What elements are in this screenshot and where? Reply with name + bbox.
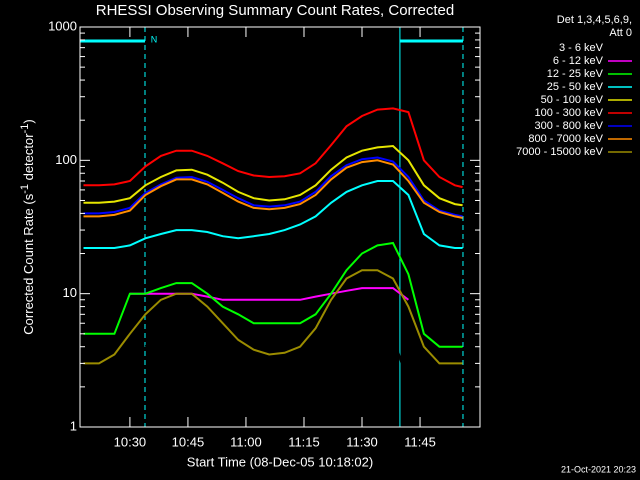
y-label-sup: -1: [19, 124, 31, 134]
legend-label: 100 - 300 keV: [535, 107, 604, 119]
x-tick-label: 11:00: [230, 434, 262, 449]
night-label: N: [151, 34, 158, 44]
y-tick-label: 1000: [48, 18, 77, 33]
series-line: [83, 144, 463, 207]
plot-frame: [79, 26, 481, 428]
series-line: [144, 313, 410, 428]
legend-label: 7000 - 15000 keV: [516, 146, 604, 158]
series-line: [83, 156, 463, 218]
y-tick-label: 1: [70, 418, 77, 433]
x-tick-label: 10:30: [114, 434, 147, 449]
y-label-part: detector: [21, 133, 36, 184]
x-axis-label: Start Time (08-Dec-05 10:18:02): [187, 454, 373, 469]
x-tick-label: 11:30: [346, 434, 378, 449]
legend-label: 50 - 100 keV: [541, 94, 604, 106]
y-label-part: Corrected Count Rate (s: [21, 193, 36, 334]
y-label-part: ): [21, 119, 36, 123]
footer: 21-Oct-2021 20:23: [561, 464, 636, 474]
series-line: [83, 241, 463, 348]
series-line: [129, 287, 410, 301]
y-tick-label: 100: [55, 152, 77, 167]
series-line: [83, 269, 463, 365]
legend-label: 25 - 50 keV: [547, 81, 604, 93]
series-line: [83, 180, 463, 249]
y-axis-label: Corrected Count Rate (s-1 detector-1): [19, 119, 37, 334]
legend-label: 300 - 800 keV: [535, 120, 604, 132]
y-tick-label: 10: [63, 285, 77, 300]
x-tick-label: 11:45: [404, 434, 436, 449]
chart-title: RHESSI Observing Summary Count Rates, Co…: [96, 2, 454, 19]
x-tick-label: 10:45: [172, 434, 205, 449]
legend-label: 3 - 6 keV: [559, 42, 604, 54]
legend-label: 12 - 25 keV: [547, 68, 604, 80]
legend-header: Det 1,3,4,5,6,9,: [557, 14, 632, 26]
y-label-sup: -1: [19, 184, 31, 194]
legend-label: 6 - 12 keV: [553, 55, 604, 67]
series-line: [83, 159, 463, 219]
x-tick-label: 11:15: [288, 434, 320, 449]
legend-label: 800 - 7000 keV: [528, 133, 603, 145]
legend-header: Att 0: [609, 27, 632, 39]
series-line: [83, 107, 463, 189]
